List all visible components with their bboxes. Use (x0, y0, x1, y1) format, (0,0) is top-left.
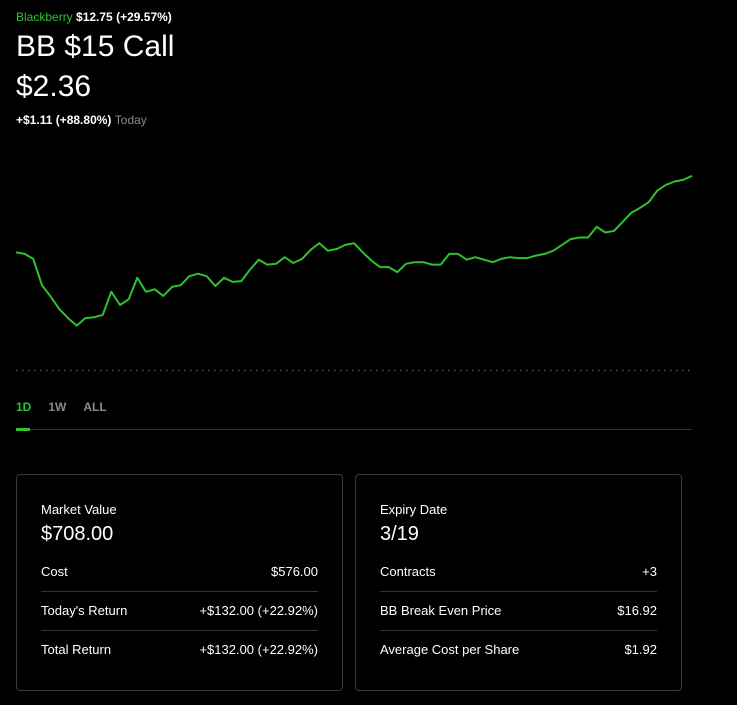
row-value: +$132.00 (+22.92%) (199, 642, 318, 657)
tab[interactable]: ALL (83, 400, 107, 414)
card-row: Cost $576.00 (41, 553, 318, 592)
card-title: Market Value (41, 502, 117, 517)
row-value: $1.92 (624, 642, 657, 657)
row-label: Cost (41, 564, 68, 579)
row-label: Contracts (380, 564, 436, 579)
tabs: 1D 1W ALL (16, 400, 124, 414)
card-value: 3/19 (380, 523, 419, 545)
row-label: Total Return (41, 642, 112, 657)
row-label: Today's Return (41, 603, 128, 618)
card-row: Total Return +$132.00 (+22.92%) (41, 631, 318, 669)
row-value: +3 (642, 564, 657, 579)
card-row: BB Break Even Price $16.92 (380, 592, 657, 631)
change: +$1.11 (+88.80%) Today (16, 113, 147, 127)
row-label: BB Break Even Price (380, 603, 502, 618)
info-card: Market Value $708.00 Cost $576.00 Today's Re… (16, 474, 343, 691)
card-row: Today's Return +$132.00 (+22.92%) (41, 592, 318, 631)
tab-indicator (16, 428, 30, 431)
tab[interactable]: 1D (16, 400, 32, 414)
chart (15, 174, 693, 372)
stock-price: $12.75 (76, 10, 113, 24)
info-card: Expiry Date 3/19 Contracts +3 BB Break Even … (355, 474, 682, 691)
card-row: Contracts +3 (380, 553, 657, 592)
row-value: $16.92 (617, 603, 657, 618)
price: $2.36 (16, 70, 92, 103)
row-label: Average Cost per Share (380, 642, 520, 657)
title: BB $15 Call (16, 30, 175, 63)
card-title: Expiry Date (380, 502, 448, 517)
tab[interactable]: 1W (48, 400, 67, 414)
tab-divider (16, 429, 692, 430)
stock-line: Blackberry $12.75 (+29.57%) (16, 10, 172, 24)
row-value: +$132.00 (+22.92%) (199, 603, 318, 618)
stock-change: (+29.57%) (116, 10, 172, 24)
card-row: Average Cost per Share $1.92 (380, 631, 657, 669)
stock-name[interactable]: Blackberry (16, 10, 73, 24)
card-value: $708.00 (41, 523, 114, 545)
change-value: +$1.11 (+88.80%) (16, 113, 112, 127)
price-line (15, 174, 693, 327)
row-value: $576.00 (271, 564, 318, 579)
change-period: Today (114, 113, 147, 127)
